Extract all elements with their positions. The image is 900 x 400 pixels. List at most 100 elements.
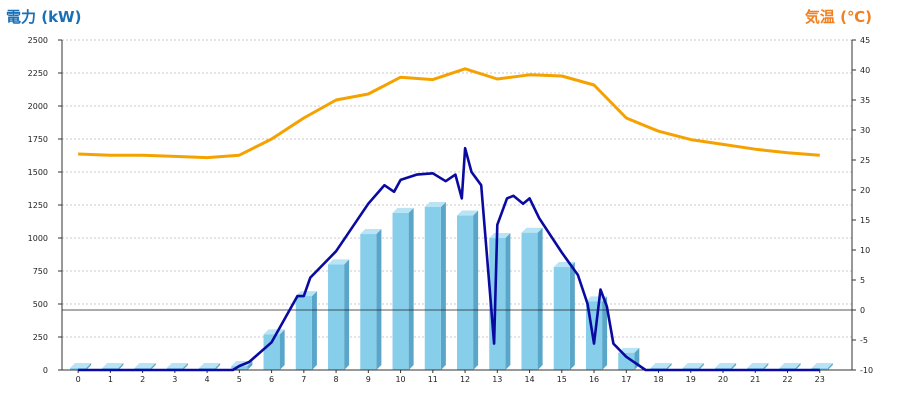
bar-front <box>457 215 474 370</box>
x-tick-label-10: 10 <box>395 375 405 384</box>
left-tick-label-8: 2000 <box>28 102 48 111</box>
bar-side <box>376 229 382 370</box>
right-tick-label-5: 15 <box>860 216 870 225</box>
bar-6 <box>263 329 285 370</box>
bar-top <box>714 363 737 369</box>
x-tick-label-18: 18 <box>653 375 663 384</box>
bar-side <box>795 363 801 370</box>
bar-top <box>70 363 92 369</box>
x-tick-label-17: 17 <box>621 375 631 384</box>
bar-side <box>408 207 414 370</box>
bar-11 <box>424 201 446 370</box>
bar-front <box>424 206 441 370</box>
bar-top <box>457 210 479 216</box>
x-tick-label-19: 19 <box>686 375 696 384</box>
left-tick-label-2: 500 <box>33 300 48 309</box>
right-tick-label-10: 40 <box>860 66 870 75</box>
right-axis-title: 気温 (℃) <box>804 8 872 26</box>
x-tick-label-16: 16 <box>589 375 599 384</box>
x-tick-label-6: 6 <box>269 375 274 384</box>
bar-side <box>150 363 156 370</box>
bar-side <box>763 363 769 370</box>
bar-top <box>392 207 414 213</box>
bar-8 <box>328 259 350 370</box>
bar-side <box>569 262 575 370</box>
bar-front <box>521 232 538 370</box>
x-tick-label-15: 15 <box>557 375 567 384</box>
bar-top <box>650 363 672 369</box>
x-tick-label-8: 8 <box>334 375 339 384</box>
bar-top <box>682 363 704 369</box>
left-tick-label-6: 1500 <box>28 168 48 177</box>
x-tick-label-22: 22 <box>782 375 792 384</box>
x-tick-label-23: 23 <box>815 375 825 384</box>
bar-front <box>328 264 345 370</box>
bar-front <box>295 296 312 370</box>
bar-side <box>279 329 285 370</box>
x-tick-label-20: 20 <box>718 375 728 384</box>
right-tick-label-11: 45 <box>860 36 870 45</box>
x-tick-label-14: 14 <box>524 375 534 384</box>
bar-side <box>182 363 188 370</box>
bar-front <box>553 267 570 370</box>
right-tick-label-4: 10 <box>860 246 870 255</box>
bar-front <box>618 352 635 370</box>
right-tick-label-9: 35 <box>860 96 870 105</box>
bar-side <box>537 227 543 370</box>
left-axis-title: 電力 (kW) <box>6 8 82 26</box>
right-tick-label-2: 0 <box>860 306 865 315</box>
right-tick-label-6: 20 <box>860 186 870 195</box>
right-tick-label-3: 5 <box>860 276 865 285</box>
bar-side <box>698 363 704 370</box>
bar-10 <box>392 207 414 370</box>
x-tick-label-12: 12 <box>460 375 470 384</box>
bar-front <box>360 234 377 370</box>
bar-top <box>585 296 608 302</box>
bar-side <box>247 361 253 370</box>
left-tick-label-5: 1250 <box>28 201 48 210</box>
bar-front <box>263 334 280 370</box>
bar-side <box>86 363 92 370</box>
series-lines <box>78 67 820 372</box>
bar-side <box>118 363 124 370</box>
bars-group <box>70 201 833 370</box>
x-tick-label-5: 5 <box>237 375 242 384</box>
tick-labels: 02505007501000125015001750200022502500-1… <box>28 36 873 384</box>
bar-top <box>521 227 543 233</box>
bar-top <box>328 259 350 265</box>
bar-14 <box>521 227 543 370</box>
bar-side <box>505 233 511 370</box>
bar-top <box>166 363 188 369</box>
x-tick-label-13: 13 <box>492 375 502 384</box>
bar-side <box>602 296 608 370</box>
temperature-line <box>78 67 820 160</box>
bar-top <box>134 363 156 369</box>
left-tick-label-4: 1000 <box>28 234 48 243</box>
left-tick-label-0: 0 <box>43 366 48 375</box>
bar-front <box>231 366 248 370</box>
bar-side <box>666 363 672 370</box>
right-tick-label-1: -5 <box>860 336 868 345</box>
bar-front <box>392 212 409 370</box>
bar-top <box>811 363 833 369</box>
bar-side <box>311 291 317 370</box>
left-tick-label-1: 250 <box>33 333 48 342</box>
bar-9 <box>360 229 382 370</box>
left-tick-label-10: 2500 <box>28 36 48 45</box>
power-line <box>78 146 820 372</box>
bar-side <box>440 201 446 370</box>
x-tick-label-0: 0 <box>76 375 81 384</box>
bar-top <box>199 363 221 369</box>
left-tick-label-9: 2250 <box>28 69 48 78</box>
x-tick-label-7: 7 <box>301 375 306 384</box>
left-tick-label-7: 1750 <box>28 135 48 144</box>
bar-side <box>473 210 479 370</box>
bar-13 <box>489 233 511 370</box>
right-tick-label-0: -10 <box>860 366 873 375</box>
bar-top <box>424 201 446 207</box>
right-tick-label-8: 30 <box>860 126 870 135</box>
bar-top <box>779 363 801 369</box>
bar-side <box>344 259 350 370</box>
bar-top <box>489 233 511 238</box>
